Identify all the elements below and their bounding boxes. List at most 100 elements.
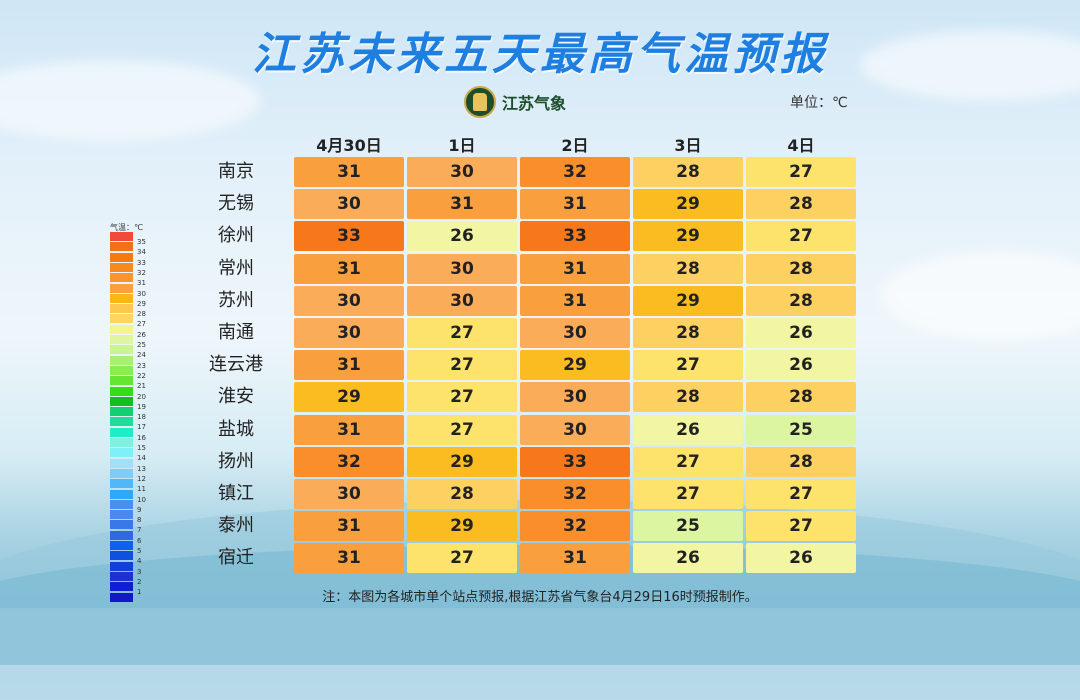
city-label: 泰州	[218, 515, 254, 537]
legend-label: 10	[137, 495, 146, 504]
column-header-date: 4月30日	[316, 136, 382, 155]
legend-label: 11	[137, 485, 146, 494]
legend-swatch	[110, 427, 133, 437]
legend-label: 1	[137, 588, 142, 597]
legend-swatch	[110, 293, 133, 303]
legend-label: 5	[137, 547, 142, 555]
cloud	[0, 60, 260, 140]
legend-swatch	[110, 479, 133, 489]
legend-swatch	[110, 499, 133, 509]
legend-swatch	[110, 510, 133, 520]
legend-swatch	[110, 561, 133, 571]
legend-swatch	[110, 386, 133, 396]
temperature-cell: 31	[294, 253, 404, 284]
column-header-date: 1日	[448, 136, 476, 155]
temperature-cell: 27	[746, 511, 856, 542]
legend-swatch	[110, 252, 133, 262]
temperature-cell: 28	[633, 382, 743, 413]
city-label: 宿迁	[218, 547, 254, 569]
legend-swatch	[110, 551, 133, 561]
legend-swatch	[110, 571, 133, 581]
legend-label: 34	[137, 248, 146, 257]
legend-label: 17	[137, 423, 146, 432]
city-label: 常州	[218, 257, 254, 279]
legend-label: 14	[137, 454, 146, 463]
legend-swatch	[110, 273, 133, 283]
legend-label: 15	[137, 444, 146, 452]
logo-text: 江苏气象	[502, 94, 567, 113]
legend-label: 3	[137, 567, 142, 576]
temperature-cell: 25	[746, 414, 856, 445]
legend-label: 7	[137, 526, 142, 535]
legend-label: 22	[137, 371, 146, 380]
city-label: 无锡	[218, 193, 254, 215]
legend-swatch	[110, 304, 133, 314]
temperature-cell: 30	[520, 318, 630, 348]
temperature-cell: 31	[294, 414, 404, 445]
temperature-cell: 30	[294, 318, 404, 348]
temperature-cell: 29	[633, 221, 743, 252]
legend-swatch	[110, 232, 133, 241]
temperature-cell: 31	[294, 543, 404, 574]
legend-swatch	[110, 489, 133, 499]
temperature-cell: 27	[407, 414, 517, 445]
temperature-cell: 32	[520, 511, 630, 542]
legend-swatch	[110, 407, 133, 417]
column-header-date: 3日	[674, 136, 702, 155]
legend-swatch	[110, 324, 133, 334]
temperature-cell: 28	[746, 189, 856, 220]
temperature-cell: 26	[633, 543, 743, 574]
temperature-cell: 27	[746, 157, 856, 187]
legend-label: 35	[137, 238, 146, 246]
legend-swatch	[110, 262, 133, 272]
legend-label: 23	[137, 361, 146, 370]
column-header-date: 4日	[787, 136, 815, 155]
temperature-cell: 28	[746, 382, 856, 413]
legend-label: 26	[137, 330, 146, 339]
temperature-cell: 27	[407, 318, 517, 348]
legend-swatch	[110, 520, 133, 530]
legend-label: 20	[137, 392, 146, 401]
temperature-cell: 29	[633, 285, 743, 316]
legend-label: 12	[137, 474, 146, 483]
page-title: 江苏未来五天最高气温预报	[252, 29, 828, 80]
legend-swatch	[110, 438, 133, 447]
temperature-cell: 29	[520, 350, 630, 381]
temperature-cell: 27	[407, 350, 517, 381]
temperature-cell: 29	[294, 382, 404, 413]
legend-swatch	[110, 458, 133, 468]
city-label: 扬州	[218, 450, 254, 472]
temperature-cell: 33	[294, 221, 404, 252]
temperature-cell: 28	[746, 285, 856, 316]
temperature-cell: 30	[407, 253, 517, 284]
legend-label: 9	[137, 505, 142, 514]
legend-label: 19	[137, 402, 146, 411]
legend-label: 29	[137, 299, 146, 308]
temperature-cell: 31	[294, 350, 404, 381]
temperature-cell: 25	[633, 511, 743, 542]
temperature-cell: 30	[407, 285, 517, 316]
temperature-cell: 27	[633, 446, 743, 477]
city-label: 南通	[218, 322, 254, 343]
temperature-cell: 30	[294, 479, 404, 509]
temperature-cell: 27	[633, 479, 743, 509]
temperature-cell: 26	[746, 543, 856, 574]
temperature-cell: 27	[633, 350, 743, 381]
temperature-cell: 28	[633, 318, 743, 348]
city-label: 南京	[218, 161, 254, 182]
legend-swatch	[110, 355, 133, 365]
city-label: 苏州	[218, 289, 254, 311]
temperature-cell: 28	[407, 479, 517, 509]
temperature-cell: 30	[520, 414, 630, 445]
legend-label: 16	[137, 433, 146, 442]
unit-label: 单位：℃	[790, 95, 848, 111]
legend-swatch	[110, 530, 133, 540]
temperature-cell: 29	[633, 189, 743, 220]
legend-label: 8	[137, 516, 142, 525]
legend-swatch	[110, 417, 133, 427]
temperature-cell: 31	[407, 189, 517, 220]
legend-label: 24	[137, 351, 146, 360]
legend-swatch	[110, 541, 133, 550]
temperature-cell: 29	[407, 446, 517, 477]
legend-swatch	[110, 448, 133, 458]
